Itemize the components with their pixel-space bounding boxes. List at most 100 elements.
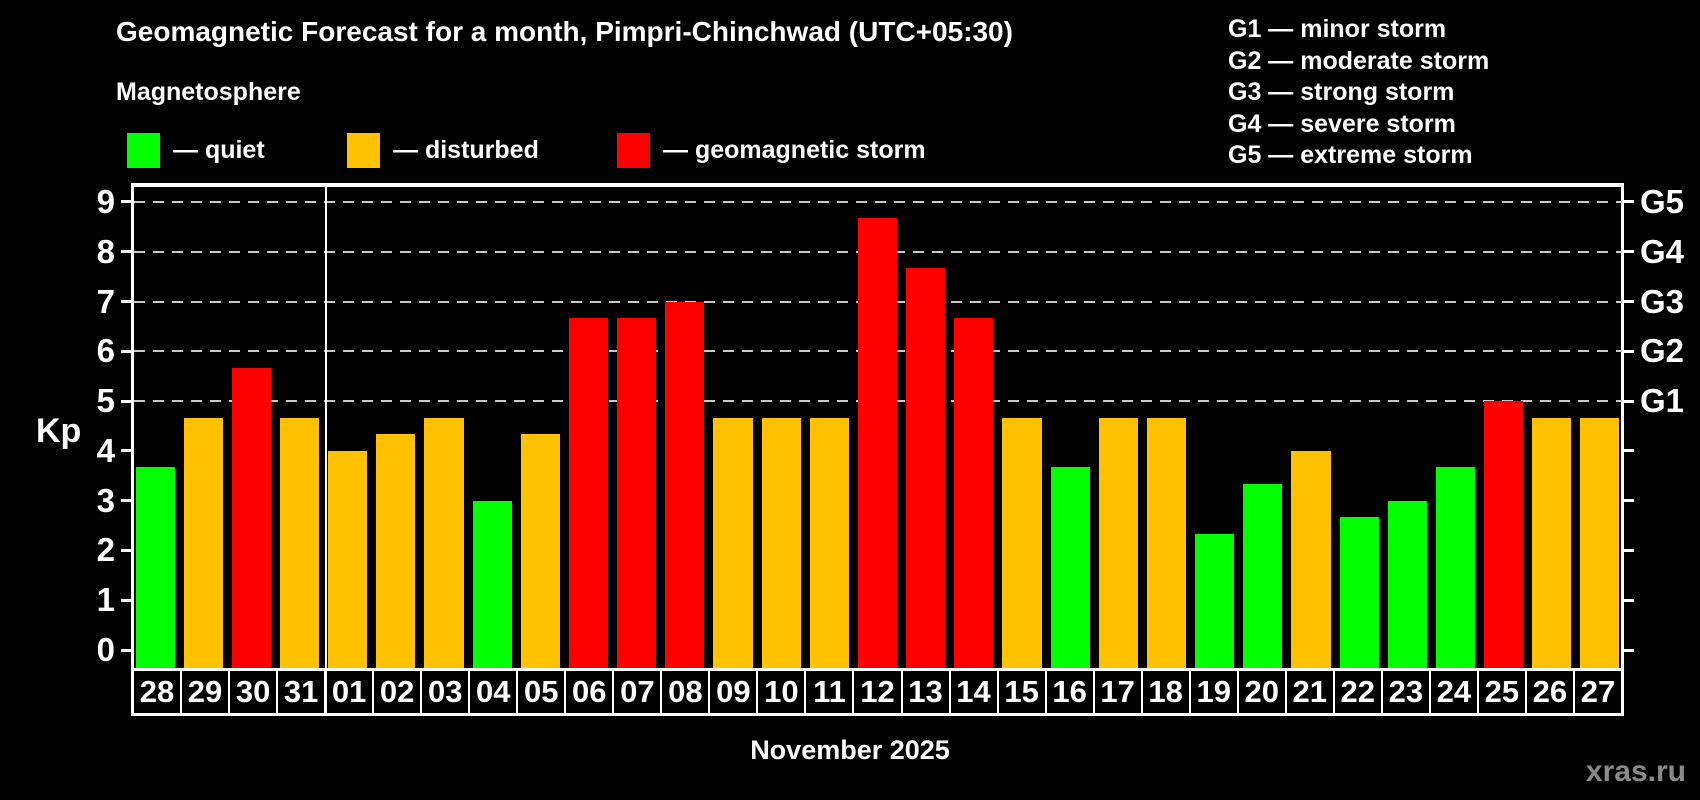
kp-bar-day-24 — [1435, 467, 1475, 668]
date-cell-24: 24 — [1430, 671, 1479, 713]
right-axis-tick-7 — [1624, 300, 1634, 304]
date-cell-15: 15 — [998, 671, 1047, 713]
date-cell-08: 08 — [662, 671, 711, 713]
date-cell-29: 29 — [182, 671, 231, 713]
right-axis-label-g1: G1 — [1640, 382, 1685, 420]
right-axis-label-g2: G2 — [1640, 332, 1685, 370]
date-cell-19: 19 — [1190, 671, 1239, 713]
legend-item-disturbed: — disturbed — [347, 132, 539, 168]
legend-label-quiet: — quiet — [173, 135, 265, 164]
date-cell-10: 10 — [758, 671, 807, 713]
kp-bar-day-31 — [279, 417, 320, 668]
kp-bar-day-13 — [906, 268, 946, 668]
date-cell-02: 02 — [374, 671, 423, 713]
kp-bar-day-02 — [376, 434, 416, 668]
date-cell-06: 06 — [566, 671, 615, 713]
y-axis-tick-0 — [121, 648, 131, 652]
kp-bar-day-29 — [183, 417, 223, 668]
right-axis-label-g5: G5 — [1640, 182, 1685, 220]
magnetosphere-subtitle: Magnetosphere — [116, 78, 301, 106]
date-cell-11: 11 — [806, 671, 855, 713]
y-tick-label-4: 4 — [96, 431, 115, 469]
date-cell-21: 21 — [1286, 671, 1335, 713]
kp-bar-day-25 — [1484, 401, 1524, 668]
right-axis-tick-3 — [1624, 499, 1634, 503]
kp-bar-day-10 — [761, 417, 801, 668]
kp-bar-day-23 — [1387, 500, 1427, 668]
chart-plot-area — [131, 183, 1624, 668]
date-cell-31: 31 — [278, 671, 327, 713]
g4-legend-line: G4 — severe storm — [1228, 109, 1456, 138]
legend-item-quiet: — quiet — [127, 132, 265, 168]
legend-label-storm: — geomagnetic storm — [663, 135, 926, 164]
kp-bar-day-20 — [1243, 484, 1283, 668]
g-scale-legend: G1 — minor storm G2 — moderate storm G3 … — [1228, 14, 1489, 172]
date-cell-23: 23 — [1382, 671, 1431, 713]
right-axis-tick-5 — [1624, 399, 1634, 403]
legend-label-disturbed: — disturbed — [393, 135, 539, 164]
y-tick-label-2: 2 — [96, 531, 115, 569]
month-axis-label: November 2025 — [750, 735, 950, 765]
kp-bar-day-18 — [1146, 417, 1187, 668]
y-tick-label-9: 9 — [96, 182, 115, 220]
y-axis-tick-9 — [121, 200, 131, 204]
date-cell-27: 27 — [1574, 671, 1621, 713]
y-tick-label-6: 6 — [96, 332, 115, 370]
kp-bar-day-05 — [520, 434, 560, 668]
kp-bar-day-07 — [617, 317, 657, 668]
date-cell-05: 05 — [518, 671, 567, 713]
kp-bar-day-08 — [665, 301, 705, 668]
date-cell-09: 09 — [710, 671, 759, 713]
date-cell-07: 07 — [614, 671, 663, 713]
kp-bar-day-19 — [1195, 534, 1235, 668]
quiet-color-swatch — [127, 132, 160, 168]
date-cell-03: 03 — [422, 671, 471, 713]
date-cell-04: 04 — [470, 671, 519, 713]
kp-bar-day-28 — [135, 467, 175, 668]
y-axis-tick-5 — [121, 399, 131, 403]
right-axis-tick-1 — [1624, 598, 1634, 602]
kp-bar-day-22 — [1339, 517, 1379, 668]
gridline-kp9 — [134, 200, 1622, 203]
storm-color-swatch — [617, 132, 650, 168]
date-cell-01: 01 — [326, 671, 375, 713]
kp-bar-day-11 — [809, 417, 849, 668]
date-cell-30: 30 — [230, 671, 279, 713]
page-title: Geomagnetic Forecast for a month, Pimpri… — [116, 16, 1013, 47]
xras-watermark: xras.ru — [1585, 755, 1686, 788]
kp-bar-day-12 — [857, 218, 898, 668]
right-axis-tick-4 — [1624, 449, 1634, 453]
legend-item-storm: — geomagnetic storm — [617, 132, 926, 168]
y-axis-tick-8 — [121, 250, 131, 254]
date-cell-13: 13 — [902, 671, 951, 713]
date-cell-18: 18 — [1142, 671, 1191, 713]
y-tick-label-0: 0 — [96, 631, 115, 668]
kp-bar-day-14 — [954, 317, 994, 668]
y-tick-label-3: 3 — [96, 481, 115, 519]
kp-bar-day-26 — [1532, 417, 1572, 668]
kp-bar-day-04 — [472, 500, 512, 668]
month-separator — [324, 187, 327, 714]
g3-legend-line: G3 — strong storm — [1228, 78, 1455, 106]
y-axis-tick-1 — [121, 598, 131, 602]
date-cell-16: 16 — [1046, 671, 1095, 713]
y-tick-label-1: 1 — [96, 581, 115, 619]
date-cell-25: 25 — [1478, 671, 1527, 713]
kp-bar-day-30 — [231, 367, 271, 668]
y-axis-title: Kp — [36, 412, 82, 450]
y-axis-tick-2 — [121, 548, 131, 552]
date-axis-row: 28 29 30 31 01 02 03 04 05 06 07 08 09 10 11 12 13 14 15 16… — [131, 668, 1624, 716]
kp-bar-day-16 — [1050, 467, 1090, 668]
kp-bar-day-06 — [568, 317, 609, 668]
kp-bar-day-27 — [1580, 417, 1620, 668]
kp-bar-day-21 — [1291, 450, 1331, 668]
y-axis-tick-7 — [121, 300, 131, 304]
g5-legend-line: G5 — extreme storm — [1228, 141, 1473, 169]
date-cell-12: 12 — [854, 671, 903, 713]
y-tick-label-8: 8 — [96, 232, 115, 270]
right-axis-tick-2 — [1624, 548, 1634, 552]
y-tick-label-7: 7 — [96, 282, 115, 320]
right-axis-label-g3: G3 — [1640, 282, 1685, 320]
y-axis-tick-4 — [121, 449, 131, 453]
disturbed-color-swatch — [347, 132, 380, 168]
